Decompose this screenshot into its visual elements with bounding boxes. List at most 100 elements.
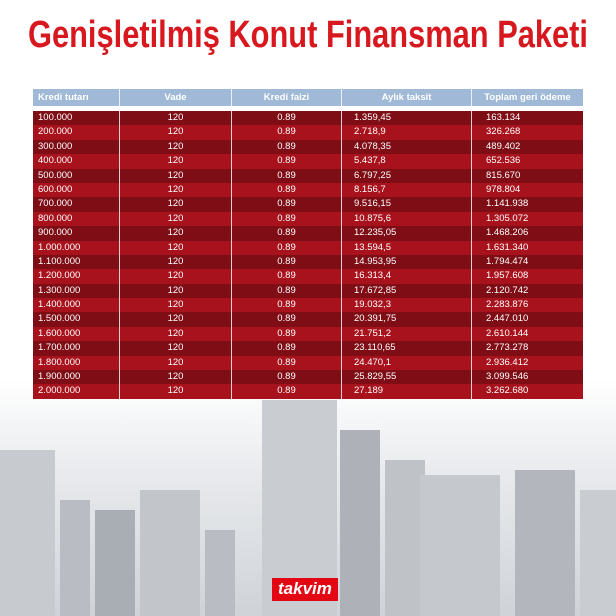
table-cell: 0.89	[232, 125, 342, 140]
table-row: 1.700.000 120 0.89 23.110,65 2.773.278	[33, 341, 583, 356]
table-row: 2.000.000 120 0.89 27.189 3.262.680	[33, 384, 583, 399]
table-cell: 1.359,45	[342, 111, 472, 126]
table-cell: 326.268	[486, 126, 521, 138]
table-cell: 0.89	[232, 355, 342, 371]
table-cell: 0.89	[232, 341, 342, 356]
table-cell: 1.631.340	[486, 241, 529, 253]
table-cell: 1.200.000	[33, 269, 120, 284]
table-cell: 0.89	[232, 240, 342, 255]
table-cell: 8.156,7	[342, 182, 472, 198]
column-header: Aylık taksit	[342, 89, 472, 106]
table-cell: 300.000	[33, 139, 120, 155]
table-cell: 1.468.206	[486, 227, 529, 239]
table-cell: 10.875,6	[342, 211, 472, 227]
table-row: 600.000 120 0.89 8.156,7 978.804	[33, 182, 583, 198]
table-cell: 489.402	[486, 140, 521, 152]
table-cell: 1.300.000	[33, 283, 120, 299]
table-cell: 0.89	[232, 211, 342, 227]
table-cell: 120	[120, 355, 232, 371]
table-row: 500.000 120 0.89 6.797,25 815.670	[33, 168, 583, 183]
table-row: 100.000 120 0.89 1.359,45 163.134	[33, 111, 583, 126]
table-cell: 120	[120, 254, 232, 270]
table-cell: 600.000	[33, 182, 120, 198]
table-cell: 6.797,25	[342, 168, 472, 183]
table-cell: 1.141.938	[486, 198, 529, 210]
table-cell: 23.110,65	[342, 341, 472, 356]
table-cell: 3.262.680	[486, 385, 529, 397]
table-cell: 3.099.546	[486, 371, 529, 383]
table-cell: 0.89	[232, 254, 342, 270]
table-cell: 2.000.000	[33, 384, 120, 399]
table-cell: 4.078,35	[342, 139, 472, 155]
table-row: 800.000 120 0.89 10.875,6 1.305.072	[33, 211, 583, 227]
table-cell: 652.536	[486, 155, 521, 167]
table-cell: 120	[120, 182, 232, 198]
column-header: Kredi tutarı	[33, 89, 120, 106]
table-cell: 2.773.278	[486, 342, 529, 354]
table-cell: 1.700.000	[33, 341, 120, 356]
table-cell: 120	[120, 197, 232, 212]
table-cell: 2.120.742	[486, 284, 529, 296]
table-cell: 120	[120, 240, 232, 255]
table-cell: 0.89	[232, 298, 342, 313]
table-cell: 1.400.000	[33, 298, 120, 313]
table-row: 400.000 120 0.89 5.437,8 652.536	[33, 154, 583, 169]
table-cell: 978.804	[486, 183, 521, 195]
table: Kredi tutarı Vade Kredi faizi Aylık taksit T…	[33, 89, 583, 399]
table-cell: 0.89	[232, 312, 342, 327]
column-header: Vade	[120, 89, 232, 106]
table-cell: 2.447.010	[486, 313, 529, 325]
table-cell: 0.89	[232, 370, 342, 385]
table-cell: 19.032,3	[342, 298, 472, 313]
table-row: 1.500.000 120 0.89 20.391,75 2.447.010	[33, 312, 583, 327]
table-cell: 27.189	[342, 384, 472, 399]
table-cell: 0.89	[232, 168, 342, 183]
table-cell: 120	[120, 341, 232, 356]
table-cell: 0.89	[232, 197, 342, 212]
table-cell: 2.936.412	[486, 356, 529, 368]
table-cell: 120	[120, 269, 232, 284]
table-cell: 14.953,95	[342, 254, 472, 270]
table-cell: 120	[120, 384, 232, 399]
table-row: 1.800.000 120 0.89 24.470,1 2.936.412	[33, 355, 583, 371]
table-cell: 0.89	[232, 154, 342, 169]
table-row: 1.300.000 120 0.89 17.672,85 2.120.742	[33, 283, 583, 299]
table-cell: 1.900.000	[33, 370, 120, 385]
title: Genişletilmiş Konut Finansman Paketi	[28, 14, 588, 56]
table-cell: 0.89	[232, 326, 342, 342]
table-cell: 13.594,5	[342, 240, 472, 255]
column-header: Toplam geri ödeme	[484, 92, 571, 103]
table-cell: 12.235,05	[342, 226, 472, 241]
table-cell: 1.600.000	[33, 326, 120, 342]
table-cell: 0.89	[232, 139, 342, 155]
table-cell: 21.751,2	[342, 326, 472, 342]
table-row: 1.400.000 120 0.89 19.032,3 2.283.876	[33, 298, 583, 313]
table-cell: 120	[120, 111, 232, 126]
table-cell: 0.89	[232, 226, 342, 241]
table-cell: 120	[120, 226, 232, 241]
table-cell: 0.89	[232, 182, 342, 198]
table-cell: 120	[120, 211, 232, 227]
table-cell: 2.718,9	[342, 125, 472, 140]
table-cell: 1.000.000	[33, 240, 120, 255]
table-cell: 1.100.000	[33, 254, 120, 270]
table-row: 300.000 120 0.89 4.078,35 489.402	[33, 139, 583, 155]
column-header: Kredi faizi	[232, 89, 342, 106]
table-cell: 120	[120, 370, 232, 385]
table-cell: 163.134	[486, 112, 521, 123]
table-cell: 500.000	[33, 168, 120, 183]
table-row: 1.200.000 120 0.89 16.313,4 1.957.608	[33, 269, 583, 284]
table-cell: 1.957.608	[486, 270, 529, 282]
table-row: 200.000 120 0.89 2.718,9 326.268	[33, 125, 583, 140]
table-cell: 1.800.000	[33, 355, 120, 371]
table-cell: 120	[120, 168, 232, 183]
table-row: 1.000.000 120 0.89 13.594,5 1.631.340	[33, 240, 583, 255]
table-cell: 200.000	[33, 125, 120, 140]
table-row: 700.000 120 0.89 9.516,15 1.141.938	[33, 197, 583, 212]
table-cell: 2.610.144	[486, 327, 529, 339]
table-cell: 24.470,1	[342, 355, 472, 371]
table-cell: 1.794.474	[486, 255, 529, 267]
buildings	[0, 400, 616, 616]
